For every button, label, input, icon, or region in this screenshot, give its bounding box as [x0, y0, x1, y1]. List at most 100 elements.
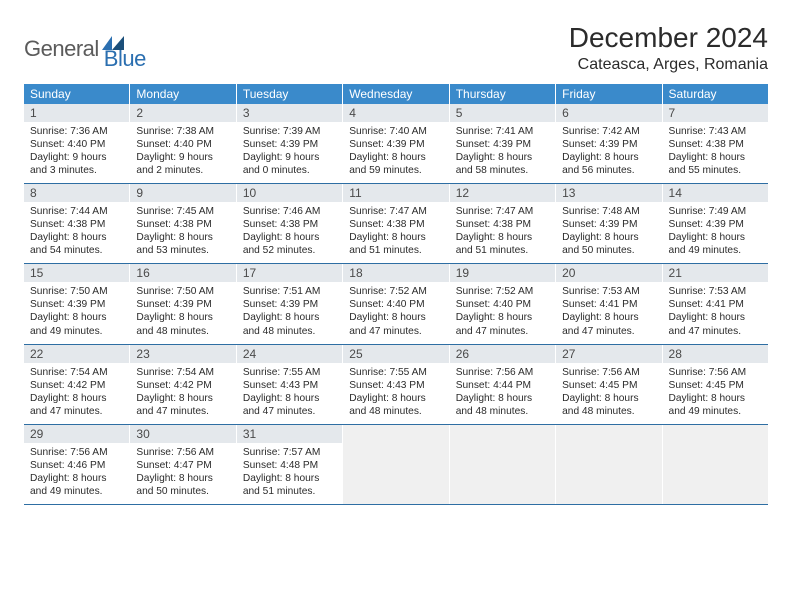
day-cell: 8Sunrise: 7:44 AMSunset: 4:38 PMDaylight… [24, 184, 130, 263]
daylight-text: Daylight: 8 hours and 56 minutes. [562, 151, 655, 177]
sunset-text: Sunset: 4:38 PM [243, 218, 336, 231]
day-cell: 14Sunrise: 7:49 AMSunset: 4:39 PMDayligh… [663, 184, 768, 263]
day-body: Sunrise: 7:51 AMSunset: 4:39 PMDaylight:… [237, 282, 342, 343]
day-body: Sunrise: 7:53 AMSunset: 4:41 PMDaylight:… [556, 282, 661, 343]
sunrise-text: Sunrise: 7:52 AM [456, 285, 549, 298]
sunset-text: Sunset: 4:45 PM [669, 379, 762, 392]
sunset-text: Sunset: 4:43 PM [243, 379, 336, 392]
sunset-text: Sunset: 4:47 PM [136, 459, 229, 472]
daylight-text: Daylight: 8 hours and 58 minutes. [456, 151, 549, 177]
day-body: Sunrise: 7:47 AMSunset: 4:38 PMDaylight:… [343, 202, 448, 263]
sunrise-text: Sunrise: 7:57 AM [243, 446, 336, 459]
sunset-text: Sunset: 4:39 PM [456, 138, 549, 151]
day-body: Sunrise: 7:43 AMSunset: 4:38 PMDaylight:… [663, 122, 768, 183]
daylight-text: Daylight: 8 hours and 47 minutes. [562, 311, 655, 337]
day-number: 31 [237, 425, 342, 443]
day-cell [663, 425, 768, 504]
week-row: 1Sunrise: 7:36 AMSunset: 4:40 PMDaylight… [24, 104, 768, 184]
day-body: Sunrise: 7:42 AMSunset: 4:39 PMDaylight:… [556, 122, 661, 183]
calendar: Sunday Monday Tuesday Wednesday Thursday… [24, 84, 768, 505]
sunrise-text: Sunrise: 7:48 AM [562, 205, 655, 218]
logo-text-general: General [24, 36, 99, 62]
day-body: Sunrise: 7:56 AMSunset: 4:47 PMDaylight:… [130, 443, 235, 504]
sunset-text: Sunset: 4:48 PM [243, 459, 336, 472]
day-cell: 10Sunrise: 7:46 AMSunset: 4:38 PMDayligh… [237, 184, 343, 263]
day-number: 27 [556, 345, 661, 363]
day-number: 25 [343, 345, 448, 363]
day-number: 20 [556, 264, 661, 282]
sunset-text: Sunset: 4:42 PM [30, 379, 123, 392]
sunrise-text: Sunrise: 7:47 AM [349, 205, 442, 218]
logo-text-blue: Blue [104, 46, 146, 72]
daylight-text: Daylight: 8 hours and 47 minutes. [136, 392, 229, 418]
day-body: Sunrise: 7:48 AMSunset: 4:39 PMDaylight:… [556, 202, 661, 263]
day-cell: 20Sunrise: 7:53 AMSunset: 4:41 PMDayligh… [556, 264, 662, 343]
sunset-text: Sunset: 4:39 PM [562, 218, 655, 231]
day-cell: 26Sunrise: 7:56 AMSunset: 4:44 PMDayligh… [450, 345, 556, 424]
dow-friday: Friday [556, 84, 662, 104]
daylight-text: Daylight: 8 hours and 51 minutes. [456, 231, 549, 257]
daylight-text: Daylight: 8 hours and 55 minutes. [669, 151, 762, 177]
day-body: Sunrise: 7:56 AMSunset: 4:45 PMDaylight:… [556, 363, 661, 424]
day-body: Sunrise: 7:52 AMSunset: 4:40 PMDaylight:… [450, 282, 555, 343]
daylight-text: Daylight: 9 hours and 0 minutes. [243, 151, 336, 177]
week-row: 8Sunrise: 7:44 AMSunset: 4:38 PMDaylight… [24, 184, 768, 264]
sunset-text: Sunset: 4:38 PM [349, 218, 442, 231]
day-number: 11 [343, 184, 448, 202]
daylight-text: Daylight: 8 hours and 51 minutes. [243, 472, 336, 498]
sunrise-text: Sunrise: 7:36 AM [30, 125, 123, 138]
day-body: Sunrise: 7:46 AMSunset: 4:38 PMDaylight:… [237, 202, 342, 263]
sunset-text: Sunset: 4:38 PM [136, 218, 229, 231]
day-cell: 18Sunrise: 7:52 AMSunset: 4:40 PMDayligh… [343, 264, 449, 343]
sunset-text: Sunset: 4:40 PM [349, 298, 442, 311]
sunset-text: Sunset: 4:45 PM [562, 379, 655, 392]
daylight-text: Daylight: 8 hours and 48 minutes. [562, 392, 655, 418]
daylight-text: Daylight: 8 hours and 47 minutes. [30, 392, 123, 418]
day-number: 28 [663, 345, 768, 363]
day-cell: 19Sunrise: 7:52 AMSunset: 4:40 PMDayligh… [450, 264, 556, 343]
sunrise-text: Sunrise: 7:38 AM [136, 125, 229, 138]
day-cell: 17Sunrise: 7:51 AMSunset: 4:39 PMDayligh… [237, 264, 343, 343]
day-cell: 13Sunrise: 7:48 AMSunset: 4:39 PMDayligh… [556, 184, 662, 263]
sunrise-text: Sunrise: 7:40 AM [349, 125, 442, 138]
day-cell: 29Sunrise: 7:56 AMSunset: 4:46 PMDayligh… [24, 425, 130, 504]
day-cell: 28Sunrise: 7:56 AMSunset: 4:45 PMDayligh… [663, 345, 768, 424]
sunset-text: Sunset: 4:38 PM [456, 218, 549, 231]
day-body: Sunrise: 7:45 AMSunset: 4:38 PMDaylight:… [130, 202, 235, 263]
day-body: Sunrise: 7:56 AMSunset: 4:45 PMDaylight:… [663, 363, 768, 424]
sunrise-text: Sunrise: 7:53 AM [562, 285, 655, 298]
day-cell: 21Sunrise: 7:53 AMSunset: 4:41 PMDayligh… [663, 264, 768, 343]
day-number: 7 [663, 104, 768, 122]
day-number: 30 [130, 425, 235, 443]
sunset-text: Sunset: 4:38 PM [30, 218, 123, 231]
day-body: Sunrise: 7:56 AMSunset: 4:44 PMDaylight:… [450, 363, 555, 424]
sunrise-text: Sunrise: 7:50 AM [136, 285, 229, 298]
daylight-text: Daylight: 8 hours and 52 minutes. [243, 231, 336, 257]
day-body: Sunrise: 7:39 AMSunset: 4:39 PMDaylight:… [237, 122, 342, 183]
day-cell: 16Sunrise: 7:50 AMSunset: 4:39 PMDayligh… [130, 264, 236, 343]
day-body: Sunrise: 7:40 AMSunset: 4:39 PMDaylight:… [343, 122, 448, 183]
day-cell [450, 425, 556, 504]
day-number: 6 [556, 104, 661, 122]
dow-saturday: Saturday [663, 84, 768, 104]
daylight-text: Daylight: 8 hours and 54 minutes. [30, 231, 123, 257]
daylight-text: Daylight: 9 hours and 2 minutes. [136, 151, 229, 177]
day-number: 23 [130, 345, 235, 363]
dow-monday: Monday [130, 84, 236, 104]
daylight-text: Daylight: 8 hours and 47 minutes. [349, 311, 442, 337]
daylight-text: Daylight: 8 hours and 59 minutes. [349, 151, 442, 177]
sunset-text: Sunset: 4:38 PM [669, 138, 762, 151]
day-number: 24 [237, 345, 342, 363]
sunset-text: Sunset: 4:43 PM [349, 379, 442, 392]
day-body: Sunrise: 7:57 AMSunset: 4:48 PMDaylight:… [237, 443, 342, 504]
daylight-text: Daylight: 8 hours and 48 minutes. [349, 392, 442, 418]
daylight-text: Daylight: 8 hours and 47 minutes. [669, 311, 762, 337]
day-cell: 23Sunrise: 7:54 AMSunset: 4:42 PMDayligh… [130, 345, 236, 424]
sunset-text: Sunset: 4:39 PM [669, 218, 762, 231]
sunrise-text: Sunrise: 7:50 AM [30, 285, 123, 298]
sunrise-text: Sunrise: 7:53 AM [669, 285, 762, 298]
day-cell: 15Sunrise: 7:50 AMSunset: 4:39 PMDayligh… [24, 264, 130, 343]
day-body: Sunrise: 7:50 AMSunset: 4:39 PMDaylight:… [24, 282, 129, 343]
sunrise-text: Sunrise: 7:54 AM [136, 366, 229, 379]
day-number: 2 [130, 104, 235, 122]
